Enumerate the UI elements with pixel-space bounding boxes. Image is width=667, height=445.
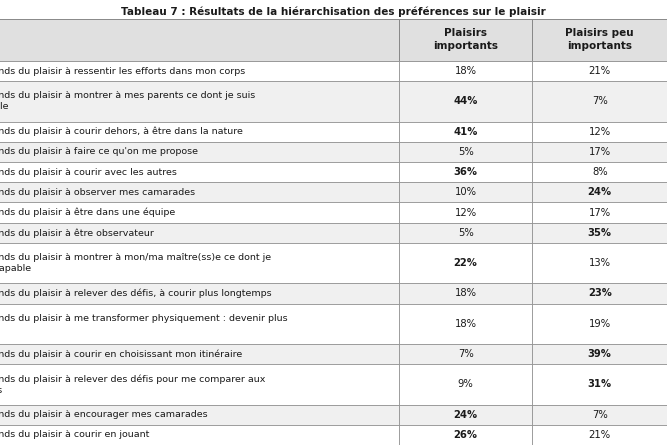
Bar	[399, 142, 532, 162]
Bar	[0, 405, 399, 425]
Bar	[399, 243, 532, 283]
Bar	[532, 405, 667, 425]
Text: Je prends du plaisir à ressentir les efforts dans mon corps: Je prends du plaisir à ressentir les eff…	[0, 67, 246, 76]
Text: 18%: 18%	[455, 319, 476, 329]
Bar	[532, 162, 667, 182]
Bar	[0, 19, 399, 61]
Bar	[0, 202, 399, 222]
Text: 8%: 8%	[592, 167, 608, 177]
Text: 24%: 24%	[454, 410, 478, 420]
Bar	[399, 283, 532, 303]
Text: 44%: 44%	[454, 97, 478, 106]
Text: 12%: 12%	[589, 127, 611, 137]
Text: Je prends du plaisir à courir en choisissant mon itinéraire: Je prends du plaisir à courir en choisis…	[0, 349, 243, 359]
Bar	[532, 142, 667, 162]
Bar	[399, 19, 532, 61]
Bar	[532, 61, 667, 81]
Bar	[399, 303, 532, 344]
Bar	[0, 121, 399, 142]
Text: Je prends du plaisir à courir avec les autres: Je prends du plaisir à courir avec les a…	[0, 168, 178, 177]
Bar	[0, 142, 399, 162]
Text: Je prends du plaisir à observer mes camarades: Je prends du plaisir à observer mes cama…	[0, 188, 196, 197]
Bar	[532, 425, 667, 445]
Text: Plaisirs peu
importants: Plaisirs peu importants	[566, 28, 634, 52]
Bar	[0, 283, 399, 303]
Bar	[532, 283, 667, 303]
Bar	[0, 425, 399, 445]
Text: Je prends du plaisir à courir dehors, à être dans la nature: Je prends du plaisir à courir dehors, à …	[0, 127, 244, 137]
Text: 9%: 9%	[458, 380, 474, 389]
Text: 10%: 10%	[455, 187, 476, 197]
Bar	[399, 344, 532, 364]
Text: 31%: 31%	[588, 380, 612, 389]
Bar	[399, 61, 532, 81]
Text: 22%: 22%	[454, 258, 478, 268]
Text: 7%: 7%	[592, 97, 608, 106]
Bar	[0, 222, 399, 243]
Text: 23%: 23%	[588, 288, 612, 299]
Bar	[399, 81, 532, 121]
Text: Je prends du plaisir à faire ce qu'on me propose: Je prends du plaisir à faire ce qu'on me…	[0, 147, 199, 157]
Text: 39%: 39%	[588, 349, 612, 359]
Text: Je prends du plaisir à relever des défis, à courir plus longtemps: Je prends du plaisir à relever des défis…	[0, 289, 273, 298]
Text: 35%: 35%	[588, 228, 612, 238]
Bar	[0, 81, 399, 121]
Bar	[0, 364, 399, 405]
Text: 21%: 21%	[589, 430, 611, 440]
Text: 24%: 24%	[588, 187, 612, 197]
Text: 12%: 12%	[454, 207, 477, 218]
Bar	[532, 19, 667, 61]
Bar	[399, 425, 532, 445]
Text: 7%: 7%	[458, 349, 474, 359]
Text: Je prends du plaisir à me transformer physiquement : devenir plus
fort: Je prends du plaisir à me transformer ph…	[0, 314, 289, 334]
Bar	[532, 222, 667, 243]
Text: Je prends du plaisir à relever des défis pour me comparer aux
autres: Je prends du plaisir à relever des défis…	[0, 374, 266, 395]
Bar	[0, 182, 399, 202]
Text: 7%: 7%	[592, 410, 608, 420]
Text: 41%: 41%	[454, 127, 478, 137]
Text: Je prends du plaisir à montrer à mon/ma maître(ss)e ce dont je
suis capable: Je prends du plaisir à montrer à mon/ma …	[0, 253, 272, 273]
Text: Plaisirs
importants: Plaisirs importants	[433, 28, 498, 52]
Bar	[532, 243, 667, 283]
Text: 18%: 18%	[455, 288, 476, 299]
Bar	[532, 364, 667, 405]
Bar	[399, 405, 532, 425]
Bar	[399, 364, 532, 405]
Text: Je prends du plaisir à courir en jouant: Je prends du plaisir à courir en jouant	[0, 430, 150, 439]
Text: Tableau 7 : Résultats de la hiérarchisation des préférences sur le plaisir: Tableau 7 : Résultats de la hiérarchisat…	[121, 7, 546, 17]
Text: 36%: 36%	[454, 167, 478, 177]
Bar	[399, 222, 532, 243]
Bar	[0, 303, 399, 344]
Bar	[532, 81, 667, 121]
Text: Je prends du plaisir à montrer à mes parents ce dont je suis
capable: Je prends du plaisir à montrer à mes par…	[0, 91, 256, 111]
Text: 5%: 5%	[458, 228, 474, 238]
Text: Je prends du plaisir à être observateur: Je prends du plaisir à être observateur	[0, 228, 155, 238]
Bar	[532, 202, 667, 222]
Bar	[0, 243, 399, 283]
Bar	[0, 162, 399, 182]
Text: 26%: 26%	[454, 430, 478, 440]
Text: 17%: 17%	[589, 147, 611, 157]
Text: 17%: 17%	[589, 207, 611, 218]
Bar	[399, 121, 532, 142]
Bar	[532, 121, 667, 142]
Text: 21%: 21%	[589, 66, 611, 76]
Bar	[0, 61, 399, 81]
Text: 5%: 5%	[458, 147, 474, 157]
Bar	[532, 303, 667, 344]
Text: Je prends du plaisir à encourager mes camarades: Je prends du plaisir à encourager mes ca…	[0, 410, 209, 419]
Text: 13%: 13%	[589, 258, 611, 268]
Text: 18%: 18%	[455, 66, 476, 76]
Bar	[532, 182, 667, 202]
Bar	[399, 182, 532, 202]
Text: Je prends du plaisir à être dans une équipe: Je prends du plaisir à être dans une équ…	[0, 208, 176, 217]
Text: 19%: 19%	[589, 319, 611, 329]
Bar	[532, 344, 667, 364]
Bar	[399, 162, 532, 182]
Bar	[0, 344, 399, 364]
Bar	[399, 202, 532, 222]
